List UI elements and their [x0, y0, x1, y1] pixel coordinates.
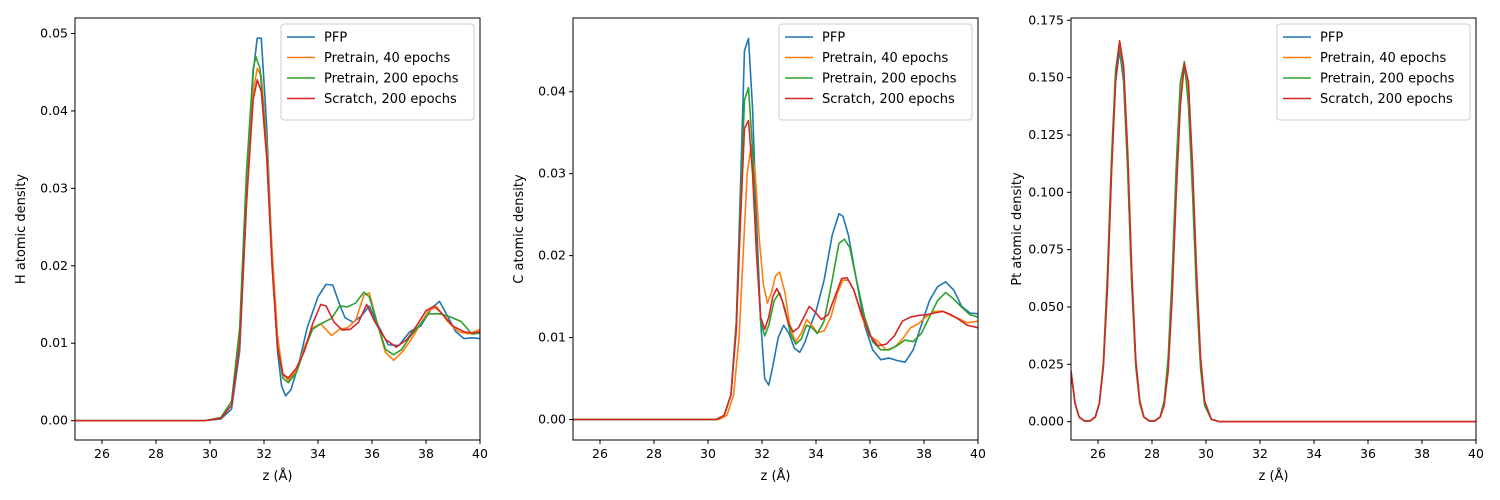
series-line-0: [573, 37, 978, 421]
y-axis-label: Pt atomic density: [1010, 172, 1025, 286]
plot-area: [1071, 40, 1476, 423]
y-tick-label: 0.175: [1028, 12, 1064, 27]
y-axis-label: H atomic density: [14, 174, 29, 284]
x-axis-label: z (Å): [1259, 468, 1289, 484]
legend-label: Scratch, 200 epochs: [822, 92, 955, 107]
x-tick-label: 34: [1306, 446, 1322, 461]
series-line-2: [573, 86, 978, 421]
legend-label: Scratch, 200 epochs: [1320, 92, 1453, 107]
x-tick-label: 34: [310, 446, 326, 461]
x-axis-label: z (Å): [761, 468, 791, 484]
x-tick-label: 32: [1252, 446, 1268, 461]
y-tick-label: 0.04: [538, 84, 566, 99]
legend: PFP Pretrain, 40 epochs Pretrain, 200 epoc…: [280, 23, 475, 121]
x-tick-label: 40: [970, 446, 986, 461]
x-tick-label: 38: [1414, 446, 1430, 461]
x-tick-label: 30: [700, 446, 716, 461]
legend-box: [1276, 23, 1471, 121]
legend-label: PFP: [822, 31, 845, 46]
x-tick-label: 38: [418, 446, 434, 461]
y-axis-label: C atomic density: [512, 174, 527, 284]
y-tick-label: 0.100: [1028, 184, 1064, 199]
series-line-2: [75, 55, 480, 422]
x-tick-label: 36: [862, 446, 878, 461]
series-line-3: [75, 79, 480, 422]
y-tick-label: 0.02: [40, 258, 68, 273]
chart-panel: 26 28 30 32 34 36 38 40 0.00 0.01 0.02 0.03 0.04 z (Å…: [512, 17, 986, 484]
chart-panel: 26 28 30 32 34 36 38 40 0.00 0.01 0.02 0.03 0.04 0.05…: [14, 17, 488, 484]
x-tick-label: 40: [1468, 446, 1484, 461]
legend-label: Pretrain, 200 epochs: [822, 72, 957, 87]
y-tick-label: 0.00: [40, 413, 68, 428]
x-tick-label: 30: [202, 446, 218, 461]
legend-label: PFP: [324, 31, 347, 46]
axes-frame: [74, 17, 481, 441]
legend-box: [778, 23, 973, 121]
series-line-3: [573, 119, 978, 421]
x-axis-label: z (Å): [263, 468, 293, 484]
y-tick-label: 0.01: [40, 335, 68, 350]
x-tick-label: 38: [916, 446, 932, 461]
legend-label: Pretrain, 40 epochs: [324, 51, 450, 66]
legend: PFP Pretrain, 40 epochs Pretrain, 200 epoc…: [778, 23, 973, 121]
series-line-1: [75, 67, 480, 422]
y-tick-label: 0.04: [40, 103, 68, 118]
legend: PFP Pretrain, 40 epochs Pretrain, 200 epoc…: [1276, 23, 1471, 121]
legend-label: Pretrain, 40 epochs: [1320, 51, 1446, 66]
y-tick-label: 0.05: [40, 25, 68, 40]
series-line-3: [1071, 40, 1476, 423]
x-tick-label: 32: [256, 446, 272, 461]
y-tick-label: 0.075: [1028, 242, 1064, 257]
x-tick-label: 40: [472, 446, 488, 461]
x-tick-label: 32: [754, 446, 770, 461]
axes-frame: [572, 17, 979, 441]
x-tick-label: 26: [592, 446, 608, 461]
x-tick-label: 36: [364, 446, 380, 461]
x-tick-label: 26: [1090, 446, 1106, 461]
y-tick-label: 0.150: [1028, 70, 1064, 85]
x-tick-label: 28: [148, 446, 164, 461]
y-tick-label: 0.125: [1028, 127, 1064, 142]
y-tick-label: 0.01: [538, 330, 566, 345]
legend-label: Pretrain, 200 epochs: [1320, 72, 1455, 87]
series-line-1: [573, 144, 978, 421]
x-tick-label: 28: [646, 446, 662, 461]
y-tick-label: 0.00: [538, 412, 566, 427]
x-tick-label: 36: [1360, 446, 1376, 461]
legend-box: [280, 23, 475, 121]
x-tick-label: 26: [94, 446, 110, 461]
legend-label: Pretrain, 40 epochs: [822, 51, 948, 66]
x-tick-label: 28: [1144, 446, 1160, 461]
legend-label: Pretrain, 200 epochs: [324, 72, 459, 87]
legend-label: Scratch, 200 epochs: [324, 92, 457, 107]
y-tick-label: 0.02: [538, 248, 566, 263]
legend-label: PFP: [1320, 31, 1343, 46]
y-tick-label: 0.03: [538, 166, 566, 181]
y-tick-label: 0.03: [40, 180, 68, 195]
axes-frame: [1070, 17, 1477, 441]
chart-panel: 26 28 30 32 34 36 38 40 0.000 0.025 0.050 0.075 0.10…: [1010, 12, 1484, 484]
y-tick-label: 0.000: [1028, 414, 1064, 429]
plot-area: [75, 37, 480, 422]
x-tick-label: 34: [808, 446, 824, 461]
x-tick-label: 30: [1198, 446, 1214, 461]
y-tick-label: 0.050: [1028, 299, 1064, 314]
y-tick-label: 0.025: [1028, 356, 1064, 371]
plot-area: [573, 37, 978, 421]
